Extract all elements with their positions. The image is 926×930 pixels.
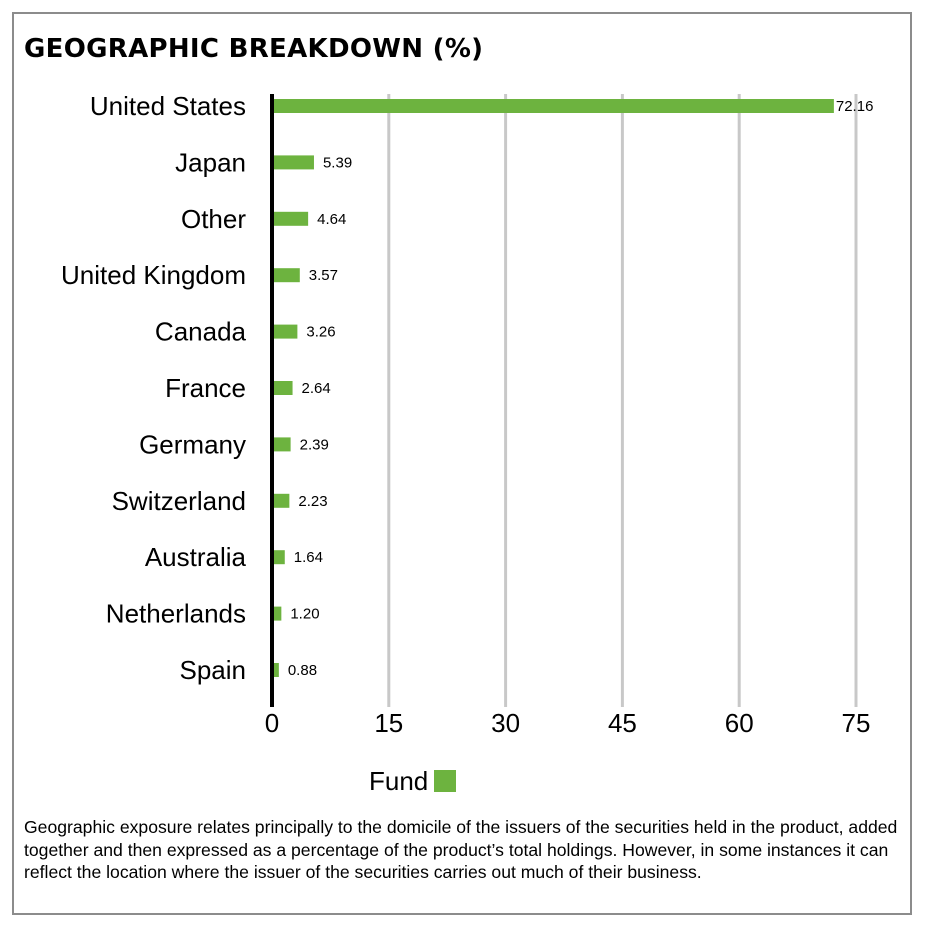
bar-chart: 0 15 30 45 60 75 United States 72.16 Japan 5.39 Ot… (61, 91, 874, 738)
x-tick-label: 0 (265, 708, 279, 738)
category-label: France (165, 373, 246, 403)
bar (272, 493, 290, 508)
chart-panel: GEOGRAPHIC BREAKDOWN (%) 0 15 30 45 60 75 Unit… (12, 12, 912, 915)
bar (272, 211, 309, 226)
data-label: 3.57 (309, 267, 338, 284)
category-label: Spain (180, 655, 247, 685)
bar (272, 381, 293, 395)
data-label: 4.64 (317, 211, 346, 228)
data-label: 2.23 (298, 493, 327, 510)
category-label: Switzerland (112, 486, 246, 516)
bar (272, 268, 300, 283)
data-label: 72.16 (836, 98, 874, 115)
category-label: Japan (175, 147, 246, 177)
bar (272, 550, 285, 565)
chart-title: GEOGRAPHIC BREAKDOWN (%) (24, 34, 484, 64)
data-label: 1.64 (294, 549, 323, 566)
bar (272, 663, 279, 677)
data-label: 5.39 (323, 154, 352, 171)
legend-swatch (434, 770, 457, 792)
legend-label: Fund (369, 765, 429, 796)
bar (272, 606, 282, 621)
legend: Fund (369, 765, 457, 796)
bar (272, 437, 291, 452)
category-label: Netherlands (106, 599, 246, 629)
category-label: United States (90, 91, 246, 121)
x-tick-label: 45 (608, 708, 637, 738)
category-label: Canada (155, 317, 247, 347)
bar (272, 324, 298, 339)
bar (272, 99, 834, 113)
data-label: 2.39 (300, 436, 329, 453)
data-label: 2.64 (302, 380, 331, 397)
footnote: Geographic exposure relates principally … (24, 817, 898, 882)
x-tick-label: 75 (842, 708, 871, 738)
x-tick-label: 15 (374, 708, 403, 738)
data-label: 1.20 (290, 606, 319, 623)
category-label: Germany (139, 429, 246, 459)
bar (272, 155, 314, 170)
category-label: Australia (145, 542, 247, 572)
data-label: 3.26 (306, 324, 335, 341)
category-label: United Kingdom (61, 260, 246, 290)
x-tick-label: 60 (725, 708, 754, 738)
category-label: Other (181, 204, 246, 234)
x-tick-label: 30 (491, 708, 520, 738)
data-label: 0.88 (288, 662, 317, 679)
